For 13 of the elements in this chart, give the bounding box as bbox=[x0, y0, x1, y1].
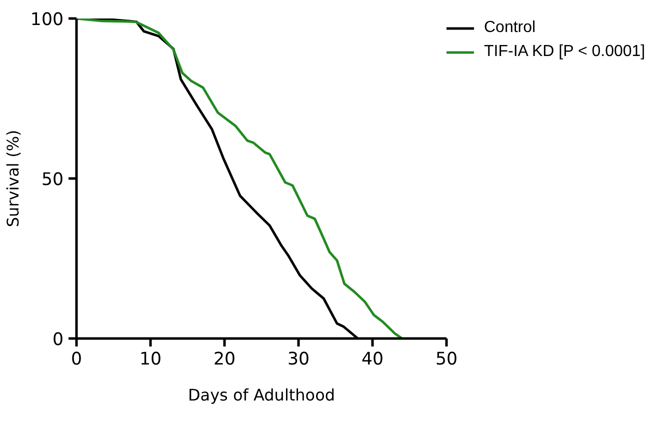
y-tick-label: 0 bbox=[52, 330, 64, 350]
x-tick-label: 50 bbox=[435, 350, 458, 370]
legend-label: Control bbox=[484, 19, 536, 37]
y-tick-label: 50 bbox=[41, 170, 64, 190]
x-tick-label: 30 bbox=[287, 350, 310, 370]
x-tick-label: 10 bbox=[139, 350, 162, 370]
y-tick-label: 100 bbox=[30, 10, 64, 30]
x-axis-title: Days of Adulthood bbox=[188, 386, 336, 404]
y-axis-title: Survival (%) bbox=[3, 130, 22, 228]
legend-label: TIF-IA KD [P < 0.0001] bbox=[484, 43, 646, 61]
x-tick-label: 0 bbox=[70, 350, 82, 370]
x-tick-label: 40 bbox=[361, 350, 384, 370]
x-tick-label: 20 bbox=[213, 350, 236, 370]
